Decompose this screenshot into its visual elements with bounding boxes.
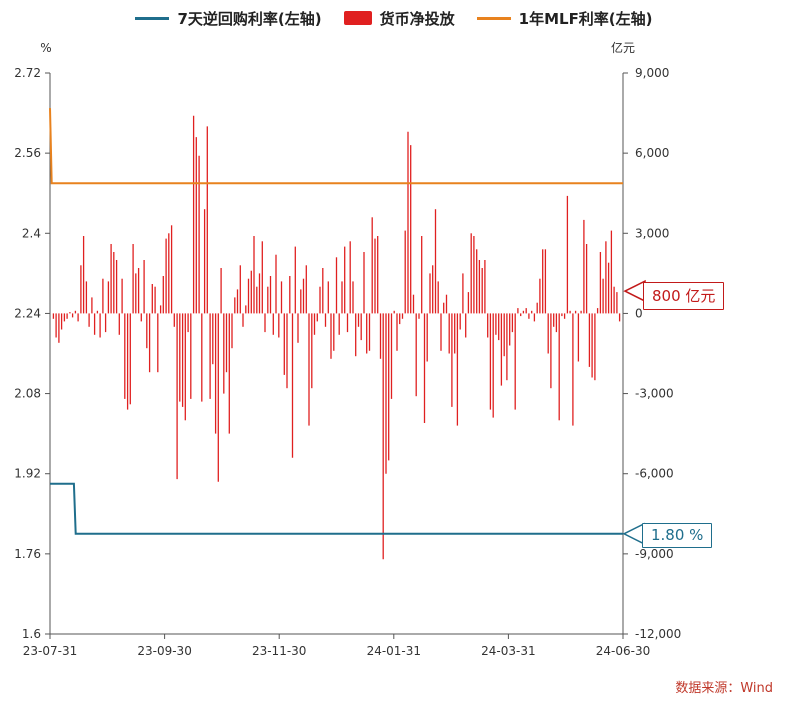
mlf-rate-line bbox=[49, 108, 623, 185]
repo-rate-callout: 1.80 % bbox=[642, 523, 713, 548]
x-axis-tick-label: 24-01-31 bbox=[367, 644, 421, 658]
right-axis-tick-label: 6,000 bbox=[635, 146, 669, 160]
right-axis-tick-label: -6,000 bbox=[635, 467, 674, 481]
legend-item-net[interactable]: 货币净投放 bbox=[343, 8, 455, 29]
legend-item-repo[interactable]: 7天逆回购利率(左轴) bbox=[135, 8, 322, 29]
right-axis-tick-label: 0 bbox=[635, 306, 643, 320]
legend-label-mlf: 1年MLF利率(左轴) bbox=[518, 9, 653, 28]
repo-callout-pointer bbox=[622, 522, 645, 546]
x-axis-tick-label: 24-06-30 bbox=[596, 644, 650, 658]
legend-label-net: 货币净投放 bbox=[379, 9, 455, 28]
repo-rate-line bbox=[50, 482, 623, 535]
net-callout-pointer bbox=[623, 279, 646, 303]
x-axis-tick-label: 23-07-31 bbox=[23, 644, 77, 658]
left-axis-tick-label: 2.72 bbox=[14, 66, 41, 80]
x-axis-tick-label: 23-09-30 bbox=[137, 644, 191, 658]
left-axis-tick-label: 1.92 bbox=[14, 467, 41, 481]
right-axis-unit: 亿元 bbox=[611, 40, 635, 55]
right-axis-tick-label: -3,000 bbox=[635, 387, 674, 401]
left-axis-tick-label: 2.56 bbox=[14, 146, 41, 160]
left-axis-tick-label: 1.76 bbox=[14, 547, 41, 561]
source-note: 数据来源：Wind bbox=[675, 681, 773, 696]
legend-item-mlf[interactable]: 1年MLF利率(左轴) bbox=[476, 8, 653, 29]
left-axis-unit: % bbox=[40, 41, 51, 55]
net-value-callout: 800 亿元 bbox=[643, 282, 725, 310]
legend-swatch-net bbox=[343, 11, 372, 25]
left-axis-tick-label: 2.24 bbox=[14, 306, 41, 320]
right-axis-tick-label: -12,000 bbox=[635, 627, 681, 641]
legend-label-repo: 7天逆回购利率(左轴) bbox=[177, 9, 322, 28]
right-axis-tick-label: -9,000 bbox=[635, 547, 674, 561]
left-axis-tick-label: 2.4 bbox=[22, 226, 41, 240]
right-axis-tick-label: 3,000 bbox=[635, 226, 669, 240]
x-axis-tick-label: 24-03-31 bbox=[481, 644, 535, 658]
x-axis-tick-label: 23-11-30 bbox=[252, 644, 306, 658]
legend-swatch-repo bbox=[135, 16, 170, 20]
right-axis-tick-label: 9,000 bbox=[635, 66, 669, 80]
legend-swatch-mlf bbox=[476, 16, 511, 20]
left-axis-tick-label: 2.08 bbox=[14, 387, 41, 401]
left-axis-tick-label: 1.6 bbox=[22, 627, 41, 641]
chart-legend: 7天逆回购利率(左轴) 货币净投放 1年MLF利率(左轴) bbox=[0, 6, 788, 30]
